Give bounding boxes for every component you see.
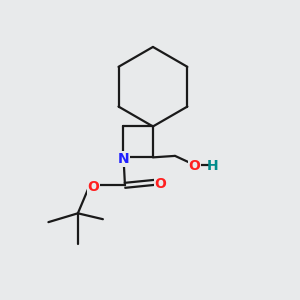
Text: O: O	[88, 180, 99, 194]
Text: N: N	[118, 152, 129, 166]
Text: O: O	[188, 159, 200, 173]
Text: H: H	[207, 159, 218, 173]
Text: O: O	[154, 177, 166, 191]
